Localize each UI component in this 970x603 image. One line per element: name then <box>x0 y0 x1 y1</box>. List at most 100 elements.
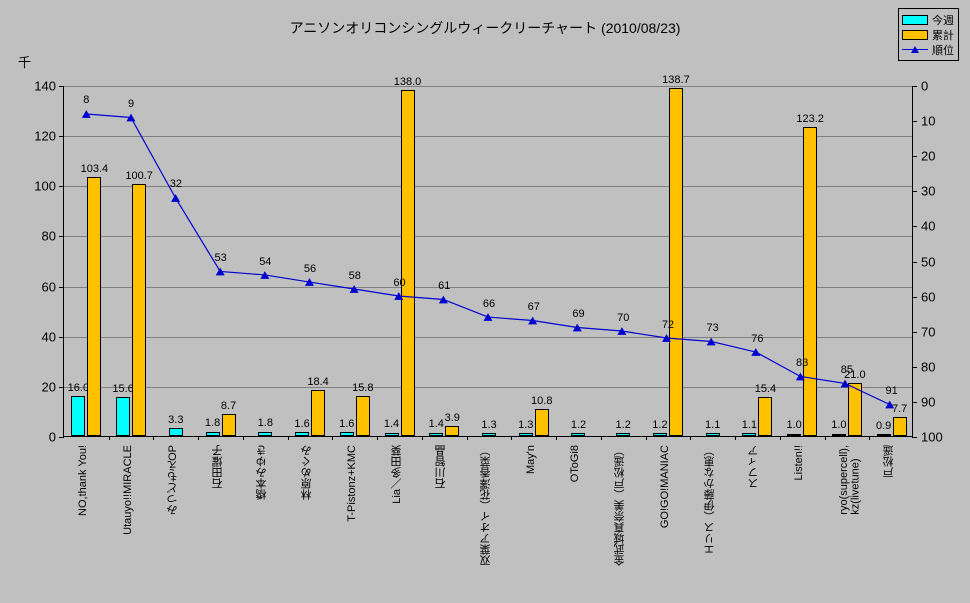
gridline <box>64 236 912 238</box>
rank-value-label: 53 <box>214 252 227 265</box>
x-axis-category-label: 橋本みゆき <box>256 445 269 500</box>
rank-value-label: 85 <box>840 364 854 377</box>
y-axis-left-tick <box>59 386 64 388</box>
rank-value-label: 72 <box>661 318 675 331</box>
rank-marker <box>171 194 181 202</box>
y-axis-left-tick-label: 60 <box>41 279 56 295</box>
y-axis-left-tick <box>59 286 64 288</box>
y-axis-right-tick <box>912 121 917 123</box>
bar-value-label: 1.1 <box>741 419 758 432</box>
bar-week <box>787 433 802 436</box>
rank-value-label: 76 <box>751 332 764 345</box>
bar-week <box>616 433 631 436</box>
y-axis-right-tick-label: 10 <box>921 113 936 129</box>
rank-marker <box>483 313 493 321</box>
x-axis-tick <box>198 436 200 440</box>
y-axis-right-tick-label: 100 <box>921 429 943 445</box>
rank-value-label: 32 <box>169 178 182 191</box>
bar-total <box>132 183 147 436</box>
y-axis-right-tick <box>912 191 917 193</box>
x-axis-category-label: みつどもえOP <box>166 445 179 516</box>
legend-label-week: 今週 <box>932 14 954 27</box>
rank-marker <box>126 113 136 122</box>
rank-line-series <box>81 110 895 409</box>
plot-area: 0 20 40 60 80 100 120 140 0 10 20 30 40 50 60 70 80 90 10… <box>34 74 942 444</box>
x-axis-tick <box>869 436 871 440</box>
bar-value-label: 1.6 <box>294 417 310 430</box>
gridline <box>64 286 912 288</box>
x-axis-category-label: 金武城真奈美（戸松遥） <box>614 445 627 566</box>
gridline <box>64 136 912 138</box>
y-axis-left-tick <box>59 86 64 87</box>
rank-value-label: 66 <box>482 297 496 310</box>
x-axis-tick <box>556 436 558 440</box>
x-axis-category-label: 石川智晶 <box>435 445 448 489</box>
gridline <box>64 86 912 87</box>
gridline <box>64 386 912 388</box>
x-axis-category-label: エリス（伊藤かな恵） <box>703 445 716 555</box>
rank-value-label: 8 <box>83 94 90 107</box>
x-axis-tick <box>377 436 379 440</box>
y-axis-left-tick <box>59 336 64 338</box>
rank-marker <box>349 285 359 293</box>
bar-value-label: 138.0 <box>393 76 422 89</box>
bar-total <box>311 389 326 436</box>
bar-total <box>803 127 818 436</box>
bar-week <box>518 432 533 436</box>
y-axis-right-tick-label: 90 <box>921 394 936 410</box>
page-title: アニソンオリコンシングルウィークリーチャート (2010/08/23) <box>289 20 681 36</box>
bar-value-label: 15.6 <box>112 382 134 395</box>
bar-value-label: 3.3 <box>168 413 184 426</box>
rank-value-label: 70 <box>617 311 630 324</box>
bar-total <box>87 176 102 436</box>
rank-marker <box>617 327 627 335</box>
bar-value-label: 0.9 <box>875 419 892 432</box>
y-axis-left-tick-label: 100 <box>34 178 56 194</box>
x-axis-category-label: OToGi8 <box>569 445 582 483</box>
gridline <box>64 186 912 188</box>
rank-marker <box>706 337 716 346</box>
y-axis-right-tick-label: 60 <box>921 289 936 305</box>
y-axis-right-tick <box>912 366 917 368</box>
x-axis-category-label: Lia／多田葵 <box>390 445 403 504</box>
bar-total <box>758 397 773 436</box>
legend-marker-rank <box>902 45 928 55</box>
legend-item-week: 今週 <box>902 12 954 27</box>
bar-value-label: 7.7 <box>891 402 908 415</box>
bar-week <box>831 433 846 436</box>
y-axis-right-tick <box>912 86 917 87</box>
bar-total <box>668 88 683 436</box>
x-axis-category-label: 双葉アオイ（花澤香菜） <box>480 445 492 566</box>
y-axis-left-tick <box>59 186 64 188</box>
bar-total <box>892 416 907 436</box>
rank-marker <box>438 295 448 304</box>
x-axis-category-label: May'n <box>524 445 537 474</box>
bar-value-label: 1.4 <box>383 418 400 431</box>
bar-value-label: 3.9 <box>444 412 460 425</box>
bar-value-label: 15.4 <box>754 383 777 396</box>
legend-item-total: 累計 <box>902 27 954 42</box>
x-axis-tick <box>108 436 110 440</box>
y-axis-right-tick-label: 70 <box>921 324 936 340</box>
rank-marker <box>751 348 761 356</box>
bar-total <box>847 383 862 436</box>
x-axis-category-label: ryo(supercell), kz(livetune) <box>837 445 862 515</box>
x-axis-category-label: 石田燿子 <box>211 445 224 489</box>
y-axis-right-tick <box>912 156 917 158</box>
bar-value-label: 1.0 <box>786 419 802 432</box>
bar-week <box>742 433 757 436</box>
bar-value-label: 123.2 <box>796 113 824 126</box>
y-axis-left-tick-label: 0 <box>48 429 56 445</box>
bar-value-label: 1.4 <box>428 418 444 431</box>
legend-label-rank: 順位 <box>932 44 954 57</box>
y-axis-right-tick <box>912 261 917 263</box>
x-axis-tick <box>332 436 334 440</box>
bar-value-label: 103.4 <box>80 162 109 175</box>
rank-marker <box>304 278 314 286</box>
bar-value-label: 1.6 <box>339 417 355 430</box>
x-axis-tick <box>600 436 602 440</box>
y-axis-right-tick <box>912 296 917 298</box>
rank-value-label: 91 <box>885 385 898 398</box>
bar-week <box>295 432 310 436</box>
bar-value-label: 1.0 <box>831 419 847 432</box>
